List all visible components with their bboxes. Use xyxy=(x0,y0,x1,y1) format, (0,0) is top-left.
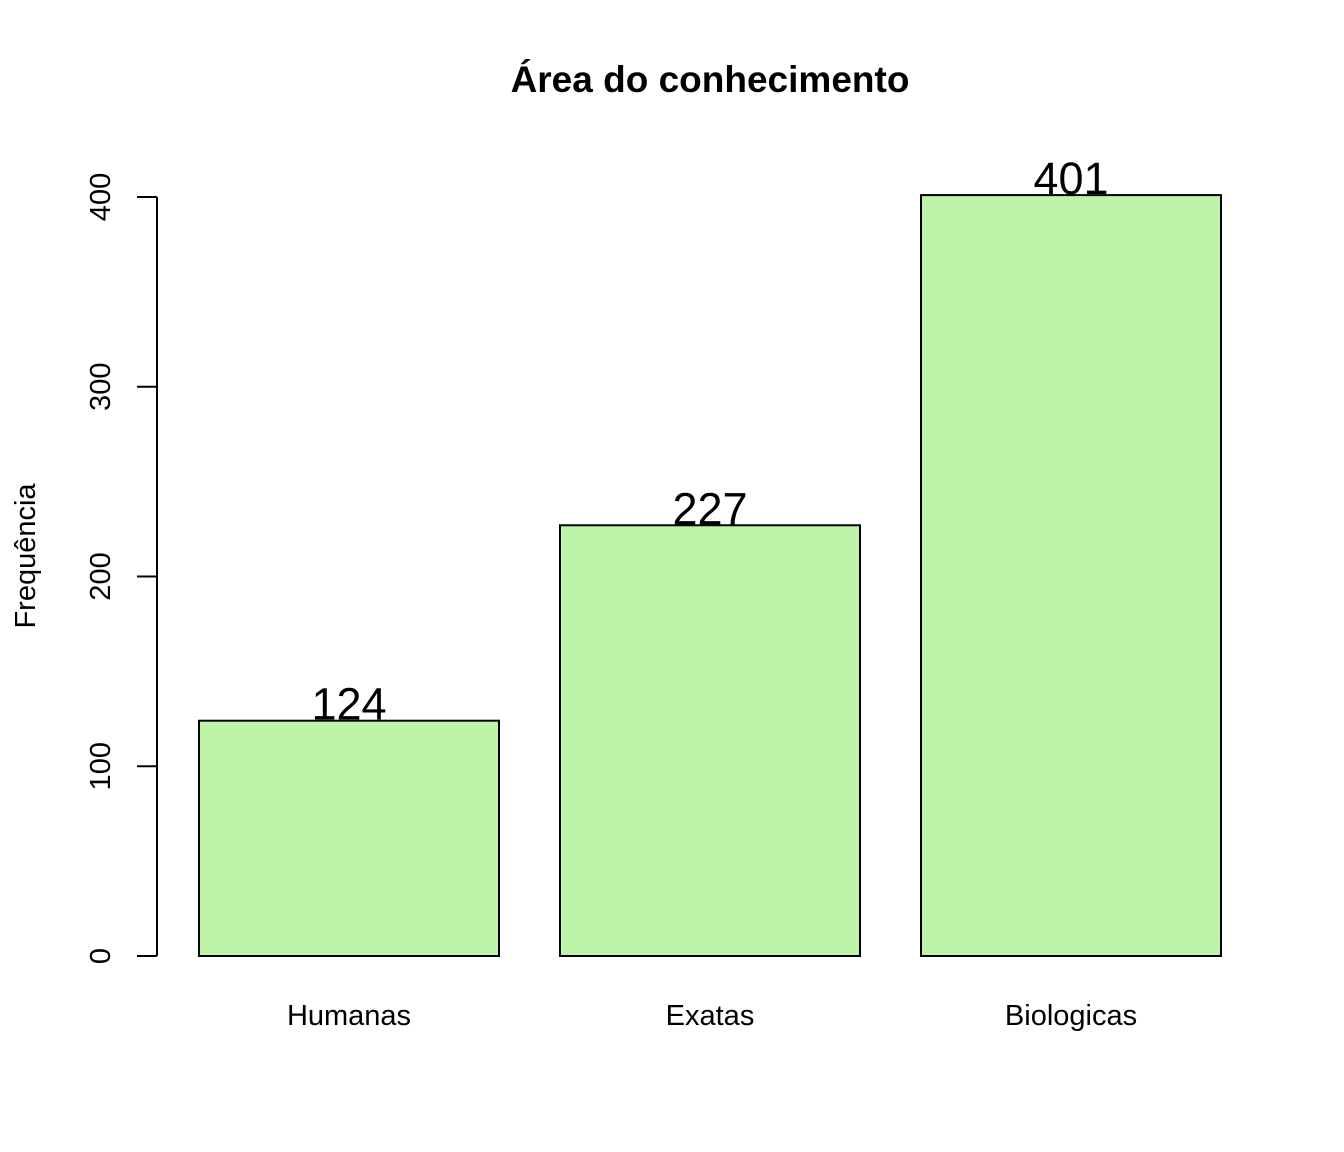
chart-title: Área do conhecimento xyxy=(511,59,910,100)
data-label: 401 xyxy=(1033,153,1108,204)
y-tick-label: 0 xyxy=(85,948,117,964)
y-tick-label: 100 xyxy=(85,742,117,790)
data-label: 227 xyxy=(672,483,747,534)
y-tick-label: 400 xyxy=(85,173,117,221)
y-tick-label: 200 xyxy=(85,552,117,600)
bar xyxy=(920,194,1222,958)
bar xyxy=(559,524,861,958)
x-tick-label: Exatas xyxy=(666,1000,755,1032)
x-axis-labels: Humanas Exatas Biologicas xyxy=(287,1000,1137,1032)
x-tick-label: Biologicas xyxy=(1005,1000,1137,1032)
bar xyxy=(198,719,500,958)
y-axis-label: Frequência xyxy=(10,483,42,629)
x-tick-label: Humanas xyxy=(287,1000,411,1032)
data-labels: 124 227 401 xyxy=(311,153,1108,730)
data-label: 124 xyxy=(311,679,386,730)
y-tick-label: 300 xyxy=(85,363,117,411)
bars-group xyxy=(198,194,1222,958)
y-axis: 0 100 200 300 400 xyxy=(85,173,158,964)
